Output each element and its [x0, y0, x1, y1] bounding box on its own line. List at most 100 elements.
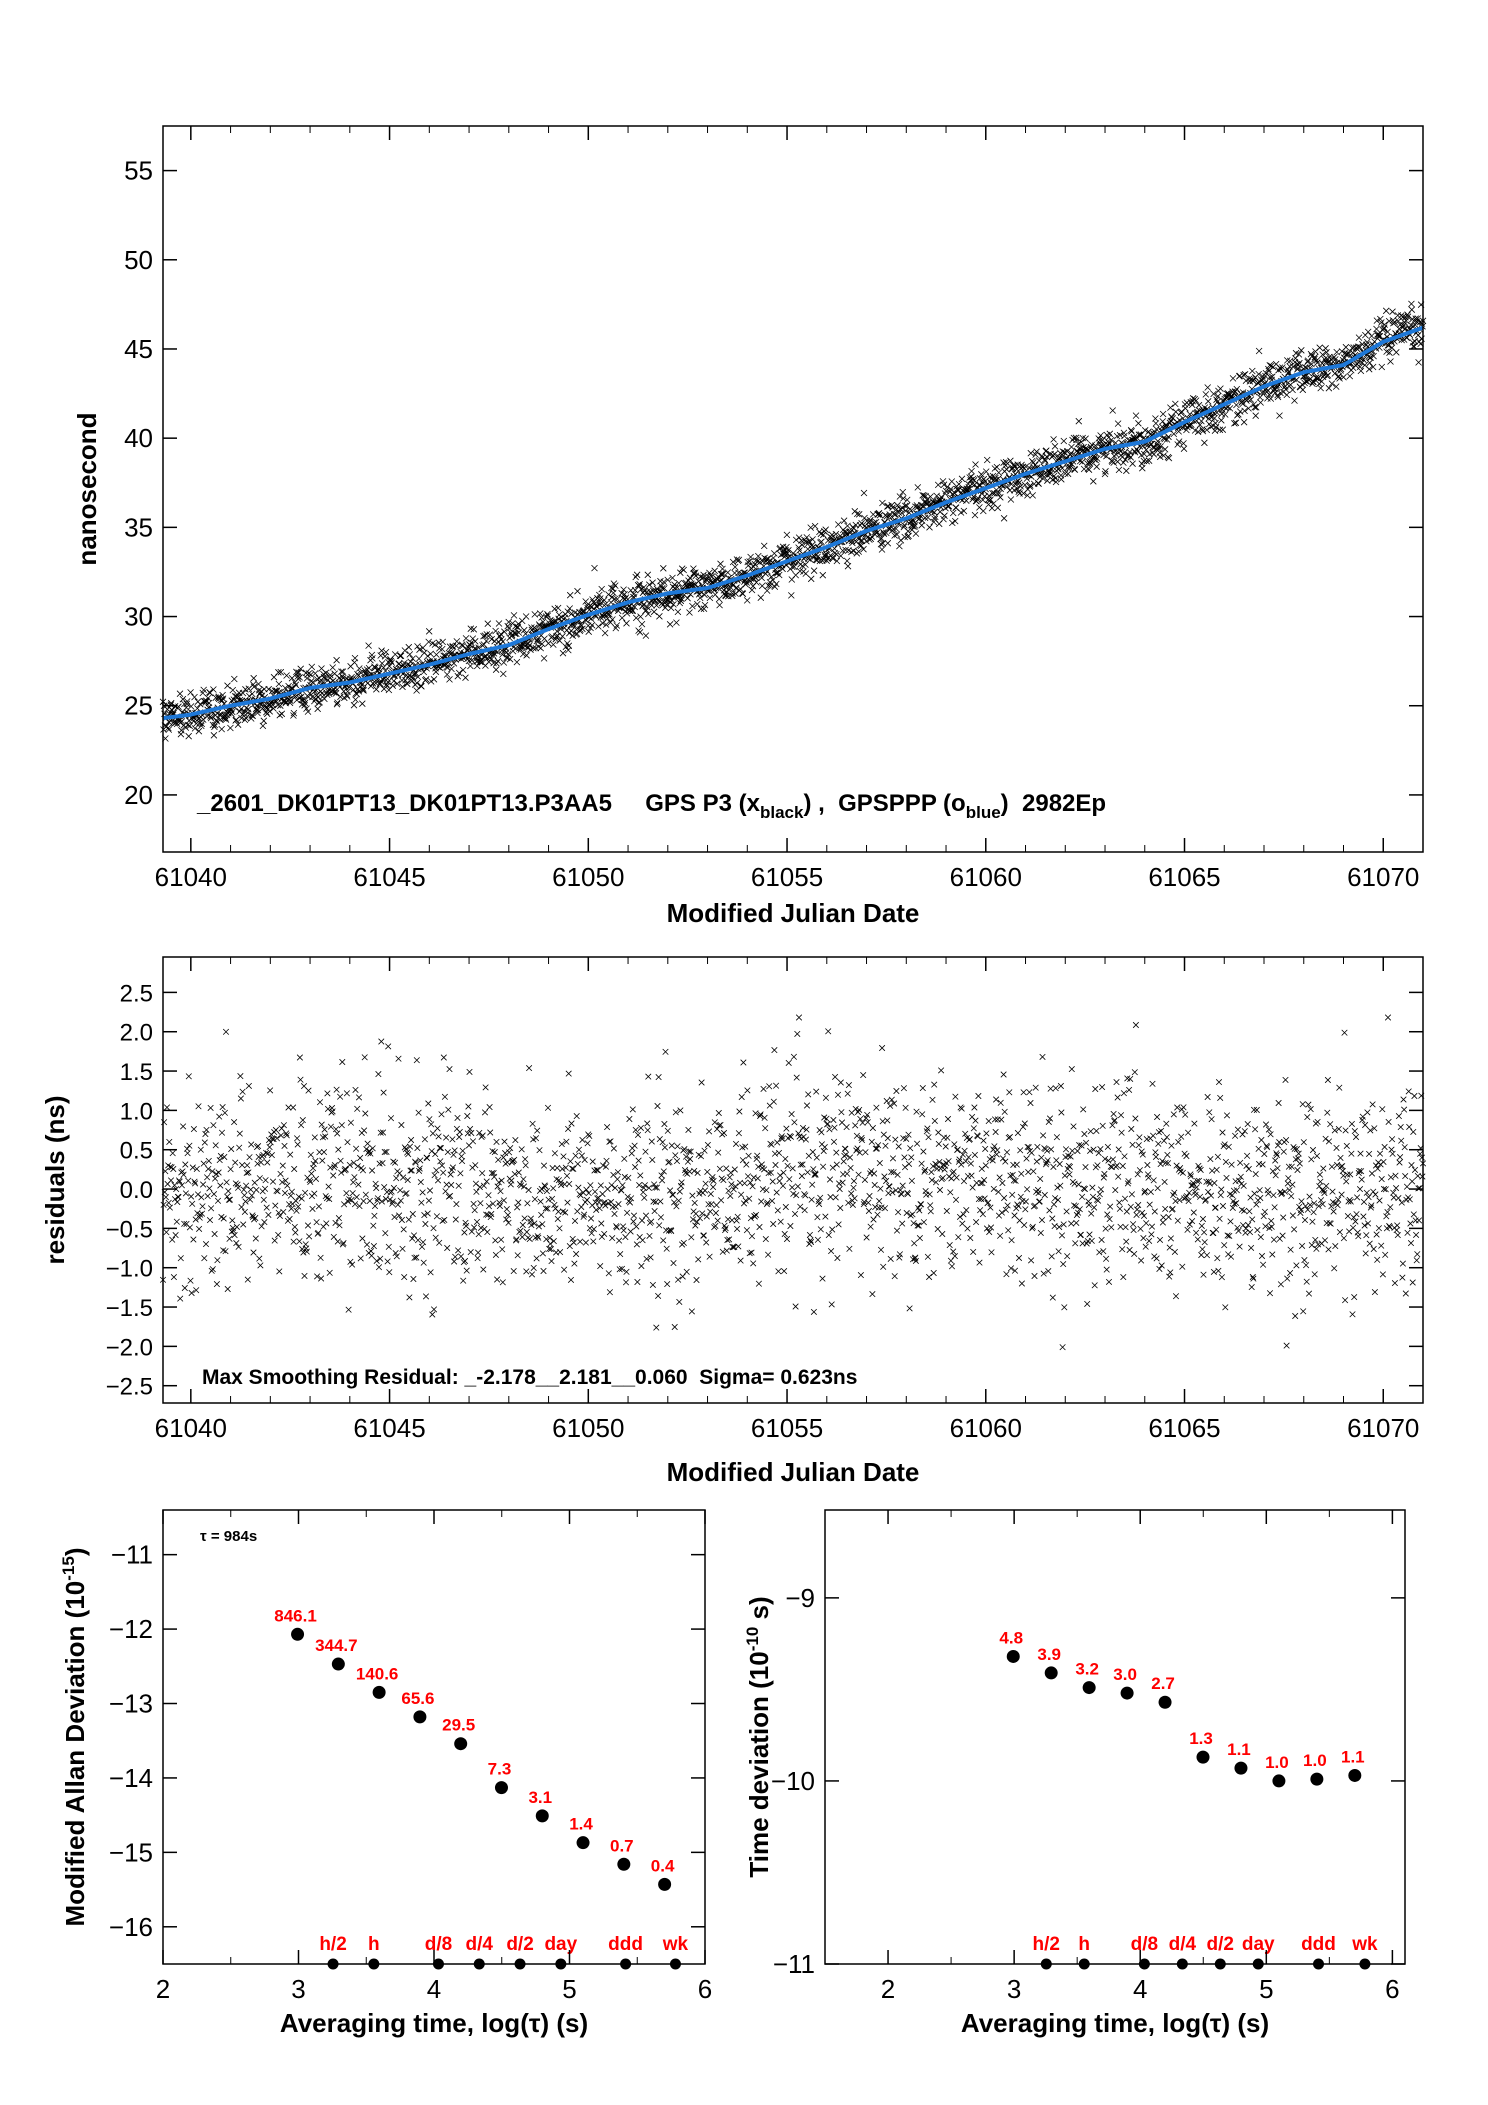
gps-p3-point-glyph — [198, 722, 205, 730]
gps-p3-point — [356, 665, 363, 672]
gps-p3-point — [322, 669, 330, 677]
gps-p3-point — [178, 718, 186, 725]
gps-p3-point — [224, 682, 231, 689]
gps-p3-point-glyph — [165, 726, 173, 733]
gps-p3-point-glyph — [231, 675, 238, 683]
gps-p3-point — [259, 722, 267, 730]
gps-p3-point — [294, 673, 302, 680]
gps-p3-point-glyph — [367, 682, 375, 690]
gps-p3-point — [307, 671, 315, 678]
gps-p3-point — [229, 686, 237, 694]
gps-p3-point-glyph — [339, 668, 347, 675]
gps-p3-point-glyph — [224, 682, 231, 689]
gps-p3-point-glyph — [271, 687, 279, 694]
gps-p3-point — [165, 726, 173, 733]
gps-p3-point — [255, 680, 262, 688]
gps-p3-point-glyph — [290, 712, 297, 719]
gps-p3-point — [228, 697, 236, 704]
gps-p3-point-glyph — [266, 708, 273, 715]
gps-p3-point — [292, 681, 300, 689]
gps-p3-point — [207, 713, 214, 720]
gps-p3-point — [281, 697, 288, 705]
gps-p3-point — [191, 725, 199, 732]
gps-p3-point — [241, 716, 249, 724]
gps-p3-point — [213, 717, 221, 725]
gps-p3-point-glyph — [255, 680, 262, 688]
gps-p3-point-glyph — [165, 724, 172, 732]
gps-p3-point — [352, 696, 359, 703]
gps-p3-point-glyph — [296, 674, 303, 681]
gps-p3-point — [348, 673, 355, 681]
gps-p3-point — [359, 686, 366, 694]
gps-p3-point-glyph — [245, 705, 252, 713]
gps-p3-point-glyph — [200, 686, 207, 694]
gps-p3-point-glyph — [327, 671, 334, 679]
gps-p3-point — [239, 689, 247, 697]
gps-p3-point-glyph — [218, 697, 226, 704]
gps-p3-point — [260, 717, 268, 725]
gps-p3-point — [242, 714, 250, 722]
gps-p3-point — [183, 698, 191, 705]
gps-p3-point-glyph — [359, 700, 366, 707]
gps-p3-point — [167, 701, 175, 708]
gps-p3-point-glyph — [314, 705, 321, 713]
gps-p3-point — [265, 685, 272, 693]
gps-p3-point — [210, 686, 217, 693]
gps-p3-point-glyph — [232, 716, 240, 724]
gps-p3-point-glyph — [332, 690, 340, 697]
gps-p3-point — [271, 687, 279, 694]
gps-p3-point-glyph — [260, 717, 268, 725]
gps-p3-point — [288, 684, 295, 692]
gps-p3-point-glyph — [207, 714, 215, 722]
gps-p3-point-glyph — [194, 705, 201, 712]
gps-p3-point-glyph — [205, 699, 213, 707]
gps-p3-point-glyph — [175, 703, 182, 710]
gps-p3-point-glyph — [359, 686, 366, 694]
gps-p3-point-glyph — [215, 693, 223, 700]
gps-p3-point — [243, 704, 250, 712]
gps-p3-point — [211, 721, 219, 729]
gps-p3-point — [277, 668, 285, 676]
gps-p3-point — [365, 664, 373, 672]
gps-p3-point-glyph — [229, 708, 236, 716]
gps-p3-point-glyph — [376, 680, 384, 687]
gps-p3-point — [373, 686, 380, 693]
gps-p3-point-glyph — [259, 722, 267, 730]
gps-p3-point — [276, 711, 284, 719]
time-series-plot-area — [159, 300, 1427, 742]
gps-p3-point-glyph — [183, 698, 191, 705]
gps-p3-point-glyph — [277, 668, 285, 676]
gps-p3-point-glyph — [211, 721, 219, 729]
gps-p3-point — [278, 710, 286, 718]
gps-p3-point — [378, 660, 386, 667]
gps-p3-point-glyph — [187, 703, 195, 710]
gps-p3-point-glyph — [308, 663, 316, 671]
gps-p3-point-glyph — [199, 716, 207, 723]
gps-p3-point — [186, 722, 193, 730]
gps-p3-point-glyph — [219, 695, 227, 702]
gps-p3-point-glyph — [248, 690, 256, 698]
gps-p3-point — [334, 699, 341, 706]
gps-p3-point-glyph — [213, 717, 221, 725]
gps-p3-point-glyph — [218, 725, 225, 733]
gps-p3-point — [185, 732, 192, 740]
gps-p3-point — [183, 700, 191, 708]
gps-p3-point-glyph — [211, 723, 218, 731]
gps-p3-point — [292, 693, 299, 700]
gps-p3-point-glyph — [288, 684, 295, 692]
gps-p3-point-glyph — [350, 701, 358, 709]
gps-p3-point — [184, 721, 191, 729]
gps-p3-point — [228, 710, 235, 718]
gps-p3-point-glyph — [373, 686, 380, 693]
gps-p3-point — [308, 663, 316, 671]
gps-p3-point-glyph — [249, 681, 257, 688]
gps-p3-point-glyph — [275, 669, 282, 676]
gps-p3-point — [309, 679, 317, 686]
gps-p3-point — [274, 701, 282, 709]
gps-p3-point — [327, 671, 334, 679]
gps-p3-point — [200, 686, 207, 694]
gps-p3-point — [250, 683, 258, 691]
gps-p3-point — [337, 693, 344, 701]
gps-p3-point — [248, 690, 256, 698]
gps-p3-point — [367, 682, 375, 690]
